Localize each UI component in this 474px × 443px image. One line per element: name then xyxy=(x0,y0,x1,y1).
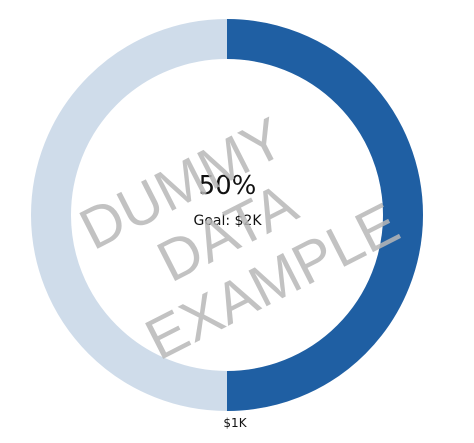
gauge-fill xyxy=(226,19,423,411)
goal-label: Goal: $2K xyxy=(193,213,262,229)
progress-percent: 50% xyxy=(198,171,257,201)
current-amount-label: $1K xyxy=(223,416,247,430)
